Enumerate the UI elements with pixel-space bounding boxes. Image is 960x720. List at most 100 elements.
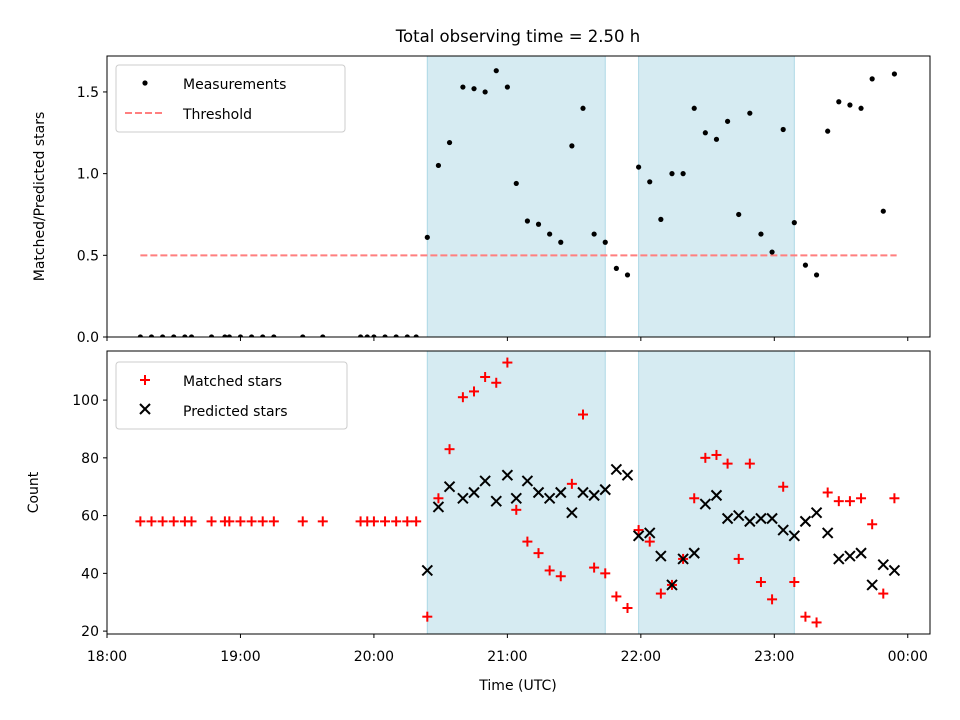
predicted-point <box>621 469 634 481</box>
matched-point <box>811 617 822 628</box>
bottom-axes-frame <box>106 350 931 635</box>
predicted-point <box>632 530 645 542</box>
measurement-point <box>758 231 764 237</box>
matched-point <box>789 577 800 588</box>
matched-point <box>224 516 235 527</box>
x-tick-label: 00:00 <box>888 649 928 665</box>
measurement-point <box>813 272 820 278</box>
measurement-point <box>404 334 410 337</box>
legend-predicted-label: Predicted stars <box>183 404 288 420</box>
predicted-point <box>766 512 778 525</box>
predicted-point <box>510 492 522 504</box>
matched-point <box>491 377 502 388</box>
y-tick-label: 20 <box>81 624 99 640</box>
measurement-point <box>226 334 232 337</box>
measurement-point <box>493 68 499 74</box>
measurement-point <box>446 139 453 146</box>
y-tick-label: 1.0 <box>77 167 99 183</box>
bottom-legend: Matched stars Predicted stars <box>115 361 348 430</box>
measurement-point <box>780 126 786 133</box>
measurement-point <box>658 216 664 222</box>
measurement-point <box>602 239 608 245</box>
measurement-point <box>847 102 853 108</box>
measurement-point <box>171 334 177 337</box>
measurement-point <box>580 105 586 111</box>
matched-point <box>589 562 600 573</box>
matched-point <box>778 481 789 492</box>
predicted-point <box>855 547 867 559</box>
predicted-point <box>490 495 502 507</box>
predicted-point <box>821 527 834 539</box>
measurement-point <box>802 262 809 268</box>
matched-point <box>480 371 491 382</box>
predicted-point <box>532 486 545 499</box>
measurement-point <box>825 128 831 134</box>
predicted-point <box>688 547 700 559</box>
matched-point <box>800 611 811 622</box>
predicted-point <box>644 527 656 539</box>
matched-point <box>878 588 889 599</box>
matched-point <box>206 516 217 527</box>
measurement-point <box>713 136 720 142</box>
x-tick-label: 20:00 <box>354 649 394 665</box>
matched-point <box>146 516 157 527</box>
top-axes: 0.0 0.5 1.0 1.5 Matched/Predicted stars Mea… <box>32 55 931 346</box>
matched-point <box>578 409 589 420</box>
predicted-point <box>677 553 689 565</box>
x-tick-label: 19:00 <box>220 649 260 665</box>
matched-point <box>822 487 833 498</box>
predicted-point <box>888 564 901 577</box>
predicted-point <box>666 579 678 591</box>
predicted-point <box>555 486 567 499</box>
measurement-point <box>791 220 797 226</box>
matched-point <box>168 516 179 527</box>
matched-point <box>444 444 455 455</box>
predicted-point <box>788 530 801 542</box>
measurement-point <box>393 334 399 337</box>
matched-point <box>622 603 633 614</box>
measurement-point <box>460 84 466 90</box>
measurement-point <box>880 208 886 214</box>
predicted-point <box>577 486 589 499</box>
matched-point <box>246 516 257 527</box>
measurement-point <box>535 221 542 227</box>
matched-point <box>317 516 328 527</box>
matched-point <box>522 536 533 547</box>
measurement-point <box>504 84 510 90</box>
matched-point <box>533 548 544 559</box>
matched-point <box>391 516 402 527</box>
measurement-point <box>271 334 277 337</box>
matched-point <box>268 516 279 527</box>
observing-span <box>426 56 606 337</box>
matched-point <box>700 452 711 463</box>
matched-point <box>135 516 146 527</box>
measurement-point <box>691 105 697 111</box>
matched-point <box>767 594 778 605</box>
matched-point <box>555 571 566 582</box>
matched-point <box>257 516 268 527</box>
measurement-point <box>869 76 875 82</box>
y-tick-label: 1.5 <box>77 85 99 101</box>
predicted-point <box>521 475 534 487</box>
bottom-legend-box <box>115 361 348 430</box>
bottom-axes: 20 40 60 80 100 18:00 19:00 20:00 21:00 22:00 23:… <box>26 350 931 694</box>
measurement-point <box>558 239 564 245</box>
predicted-point <box>432 501 445 513</box>
matched-point <box>402 516 413 527</box>
measurement-point <box>320 334 326 337</box>
matched-point <box>297 516 308 527</box>
matched-point <box>722 458 733 469</box>
measurement-point <box>471 86 477 92</box>
measurement-point <box>613 265 619 271</box>
matched-point <box>755 577 766 588</box>
matched-point <box>611 591 622 602</box>
legend-matched-marker <box>140 375 150 385</box>
y-tick-label: 60 <box>81 509 99 525</box>
top-axes-frame <box>106 55 931 338</box>
matched-point <box>566 478 577 489</box>
measurement-point <box>891 71 898 77</box>
matched-point <box>433 493 444 504</box>
measurement-point <box>724 118 731 124</box>
matched-point <box>644 536 655 547</box>
matched-point <box>502 357 513 368</box>
